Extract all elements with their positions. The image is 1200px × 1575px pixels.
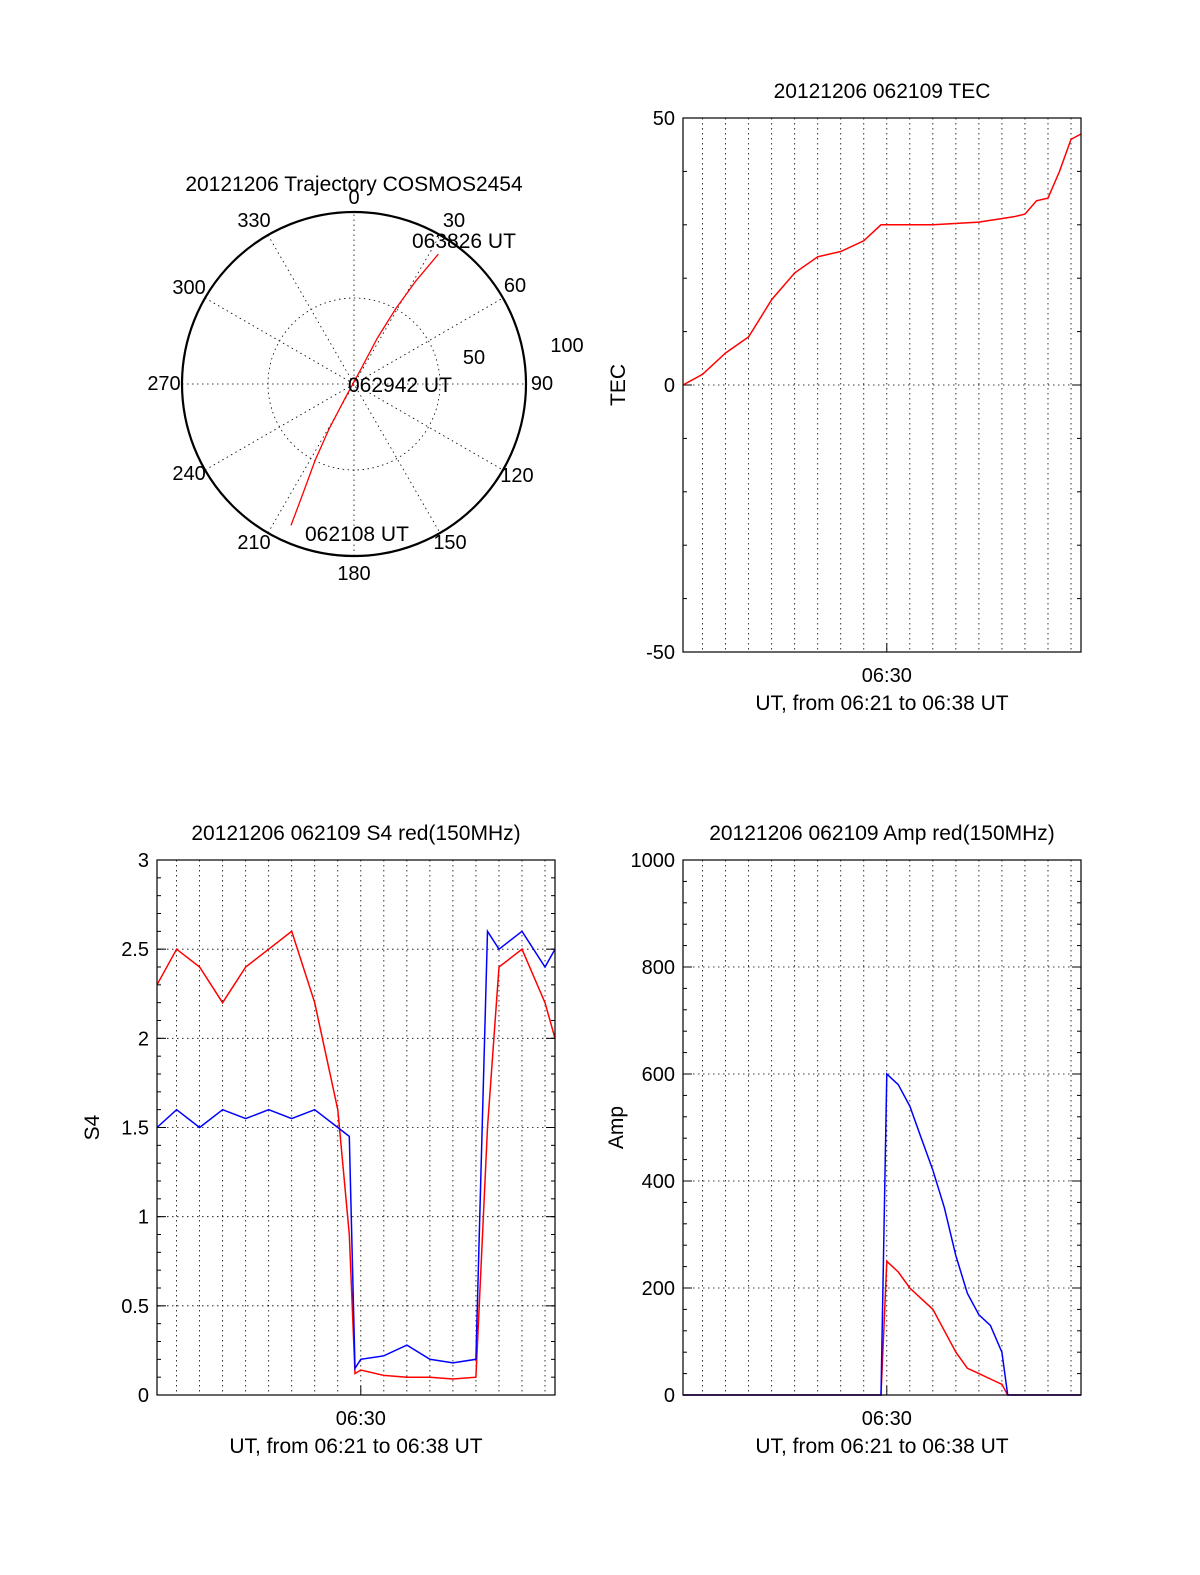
s4-series-1-line (156, 928, 556, 1371)
amp-chart-title: 20121206 062109 Amp red(150MHz) (709, 822, 1055, 845)
azimuth-label-150: 150 (433, 532, 466, 554)
tec-y-axis-label: TEC (607, 364, 630, 406)
polar-grid (180, 210, 528, 558)
tec-ytick-label: 50 (653, 108, 675, 130)
polar-azimuth-labels: 0 30 60 90 120 150 180 210 240 270 300 330 (147, 187, 553, 585)
s4-ytick-label: 2 (138, 1028, 149, 1050)
polar-trajectory-panel: 20121206 Trajectory COSMOS2454 0 30 60 90 12… (147, 173, 583, 585)
trajectory-series-line (290, 253, 439, 526)
amp-plot-frame (682, 859, 1082, 1396)
trajectory-end-label: 063826 UT (412, 230, 516, 253)
s4-ytick-label: 0.5 (121, 1296, 149, 1318)
azimuth-label-30: 30 (443, 210, 465, 232)
tec-series-0-line (682, 133, 1082, 386)
radial-label-100: 100 (550, 335, 583, 357)
azimuth-label-240: 240 (172, 463, 205, 485)
amp-panel: 0 200 400 600 800 1000 06:30 20121206 062109 Am… (605, 822, 1082, 1458)
amp-xtick-label: 06:30 (862, 1408, 912, 1430)
trajectory-mid-label: 062942 UT (348, 374, 452, 397)
s4-ytick-label: 0 (138, 1385, 149, 1407)
amp-ytick-label: 800 (642, 957, 675, 979)
s4-ytick-label: 2.5 (121, 939, 149, 961)
amp-y-axis-label: Amp (605, 1106, 628, 1149)
s4-ytick-label: 1.5 (121, 1118, 149, 1140)
azimuth-label-210: 210 (237, 532, 270, 554)
amp-ytick-label: 0 (664, 1385, 675, 1407)
tec-x-axis-label: UT, from 06:21 to 06:38 UT (755, 692, 1008, 715)
azimuth-label-180: 180 (337, 563, 370, 585)
azimuth-label-120: 120 (500, 465, 533, 487)
s4-xtick-label: 06:30 (336, 1408, 386, 1430)
amp-x-axis-label: UT, from 06:21 to 06:38 UT (755, 1435, 1008, 1458)
s4-x-axis-label: UT, from 06:21 to 06:38 UT (229, 1435, 482, 1458)
amp-ytick-label: 1000 (631, 850, 676, 872)
amp-ytick-label: 400 (642, 1171, 675, 1193)
azimuth-label-300: 300 (172, 277, 205, 299)
s4-panel: 0 0.5 1 1.5 2 2.5 3 06:30 20121206 062109 S4 red… (81, 822, 556, 1458)
radial-label-50: 50 (463, 347, 485, 369)
s4-chart-title: 20121206 062109 S4 red(150MHz) (191, 822, 520, 845)
azimuth-label-0: 0 (348, 187, 359, 209)
s4-ytick-label: 1 (138, 1207, 149, 1229)
polar-grid-circle (267, 297, 441, 471)
tec-ytick-label: -50 (646, 642, 675, 664)
s4-series-0-line (156, 930, 556, 1380)
s4-y-axis-label: S4 (81, 1114, 104, 1140)
polar-title: 20121206 Trajectory COSMOS2454 (185, 173, 523, 196)
azimuth-label-60: 60 (504, 275, 526, 297)
s4-ytick-label: 3 (138, 850, 149, 872)
trajectory-start-label: 062108 UT (305, 523, 409, 546)
amp-ytick-label: 600 (642, 1064, 675, 1086)
tec-chart-title: 20121206 062109 TEC (774, 80, 991, 103)
azimuth-label-330: 330 (237, 210, 270, 232)
tec-ytick-label: 0 (664, 375, 675, 397)
azimuth-label-270: 270 (147, 373, 180, 395)
s4-plot-frame (156, 859, 556, 1396)
amp-series-1-line (683, 1072, 1081, 1396)
amp-ytick-label: 200 (642, 1278, 675, 1300)
tec-xtick-label: 06:30 (862, 665, 912, 687)
tec-plot-frame (682, 117, 1082, 653)
azimuth-label-90: 90 (531, 373, 553, 395)
tec-panel: -50 0 50 06:30 20121206 062109 TEC UT, from 0… (607, 80, 1082, 715)
